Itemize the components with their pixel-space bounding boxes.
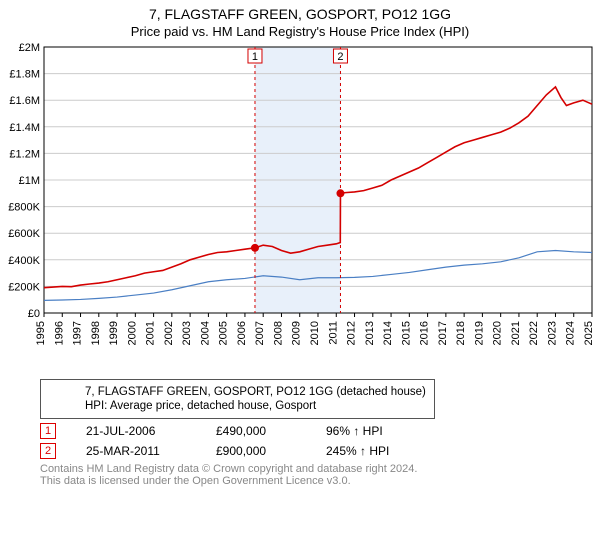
svg-text:2010: 2010: [309, 321, 321, 345]
chart-subtitle: Price paid vs. HM Land Registry's House …: [0, 22, 600, 43]
svg-text:1: 1: [252, 51, 258, 63]
svg-text:£1.4M: £1.4M: [9, 122, 40, 134]
svg-text:2019: 2019: [473, 321, 485, 345]
legend: 7, FLAGSTAFF GREEN, GOSPORT, PO12 1GG (d…: [40, 379, 435, 419]
legend-label: HPI: Average price, detached house, Gosp…: [85, 400, 316, 412]
svg-text:£1.2M: £1.2M: [9, 148, 40, 160]
svg-text:1997: 1997: [72, 321, 84, 345]
footer-line: This data is licensed under the Open Gov…: [40, 475, 590, 487]
svg-text:2002: 2002: [163, 321, 175, 345]
svg-text:£200K: £200K: [8, 281, 40, 293]
svg-text:£1.6M: £1.6M: [9, 95, 40, 107]
sale-pct: 96% ↑ HPI: [326, 424, 416, 438]
chart-area: £0 £200K £400K £600K £800K £1M £1.2M £1.4M £1.6M…: [0, 43, 600, 373]
line-chart-svg: £0 £200K £400K £600K £800K £1M £1.2M £1.4M £1.6M…: [0, 43, 600, 373]
svg-text:2018: 2018: [455, 321, 467, 345]
legend-item: 7, FLAGSTAFF GREEN, GOSPORT, PO12 1GG (d…: [49, 386, 426, 398]
svg-text:2004: 2004: [199, 321, 211, 345]
footer-line: Contains HM Land Registry data © Crown c…: [40, 463, 590, 475]
svg-text:2020: 2020: [492, 321, 504, 345]
svg-text:2021: 2021: [510, 321, 522, 345]
chart-title: 7, FLAGSTAFF GREEN, GOSPORT, PO12 1GG: [0, 0, 600, 22]
svg-text:2008: 2008: [272, 321, 284, 345]
svg-text:2001: 2001: [145, 321, 157, 345]
svg-text:2007: 2007: [254, 321, 266, 345]
svg-text:2024: 2024: [565, 321, 577, 345]
svg-text:1996: 1996: [53, 321, 65, 345]
svg-text:2015: 2015: [400, 321, 412, 345]
sale-date: 25-MAR-2011: [86, 444, 186, 458]
svg-text:2014: 2014: [382, 321, 394, 345]
svg-text:£600K: £600K: [8, 228, 40, 240]
table-row: 1 21-JUL-2006 £490,000 96% ↑ HPI: [40, 423, 590, 439]
svg-text:2000: 2000: [126, 321, 138, 345]
svg-text:2: 2: [337, 51, 343, 63]
svg-text:2016: 2016: [419, 321, 431, 345]
svg-text:£2M: £2M: [19, 43, 40, 54]
legend-label: 7, FLAGSTAFF GREEN, GOSPORT, PO12 1GG (d…: [85, 386, 426, 398]
svg-text:2012: 2012: [346, 321, 358, 345]
svg-text:£1.8M: £1.8M: [9, 69, 40, 81]
svg-text:2017: 2017: [437, 321, 449, 345]
svg-text:2009: 2009: [291, 321, 303, 345]
svg-text:£400K: £400K: [8, 255, 40, 267]
svg-text:2003: 2003: [181, 321, 193, 345]
svg-text:2023: 2023: [546, 321, 558, 345]
svg-text:1995: 1995: [35, 321, 47, 345]
sale-date: 21-JUL-2006: [86, 424, 186, 438]
sale-pct: 245% ↑ HPI: [326, 444, 416, 458]
sales-table: 1 21-JUL-2006 £490,000 96% ↑ HPI 2 25-MA…: [40, 423, 590, 459]
svg-text:2011: 2011: [327, 321, 339, 345]
svg-text:2006: 2006: [236, 321, 248, 345]
sale-marker-icon: 1: [40, 423, 56, 439]
footer-attribution: Contains HM Land Registry data © Crown c…: [40, 463, 590, 487]
svg-text:2005: 2005: [218, 321, 230, 345]
legend-item: HPI: Average price, detached house, Gosp…: [49, 400, 426, 412]
sale-price: £490,000: [216, 424, 296, 438]
table-row: 2 25-MAR-2011 £900,000 245% ↑ HPI: [40, 443, 590, 459]
svg-text:1998: 1998: [90, 321, 102, 345]
svg-text:£1M: £1M: [19, 175, 40, 187]
svg-text:2022: 2022: [528, 321, 540, 345]
svg-text:2025: 2025: [583, 321, 595, 345]
sale-marker-icon: 2: [40, 443, 56, 459]
svg-text:£800K: £800K: [8, 202, 40, 214]
svg-text:1999: 1999: [108, 321, 120, 345]
svg-text:2013: 2013: [364, 321, 376, 345]
sale-price: £900,000: [216, 444, 296, 458]
svg-text:£0: £0: [28, 308, 40, 320]
